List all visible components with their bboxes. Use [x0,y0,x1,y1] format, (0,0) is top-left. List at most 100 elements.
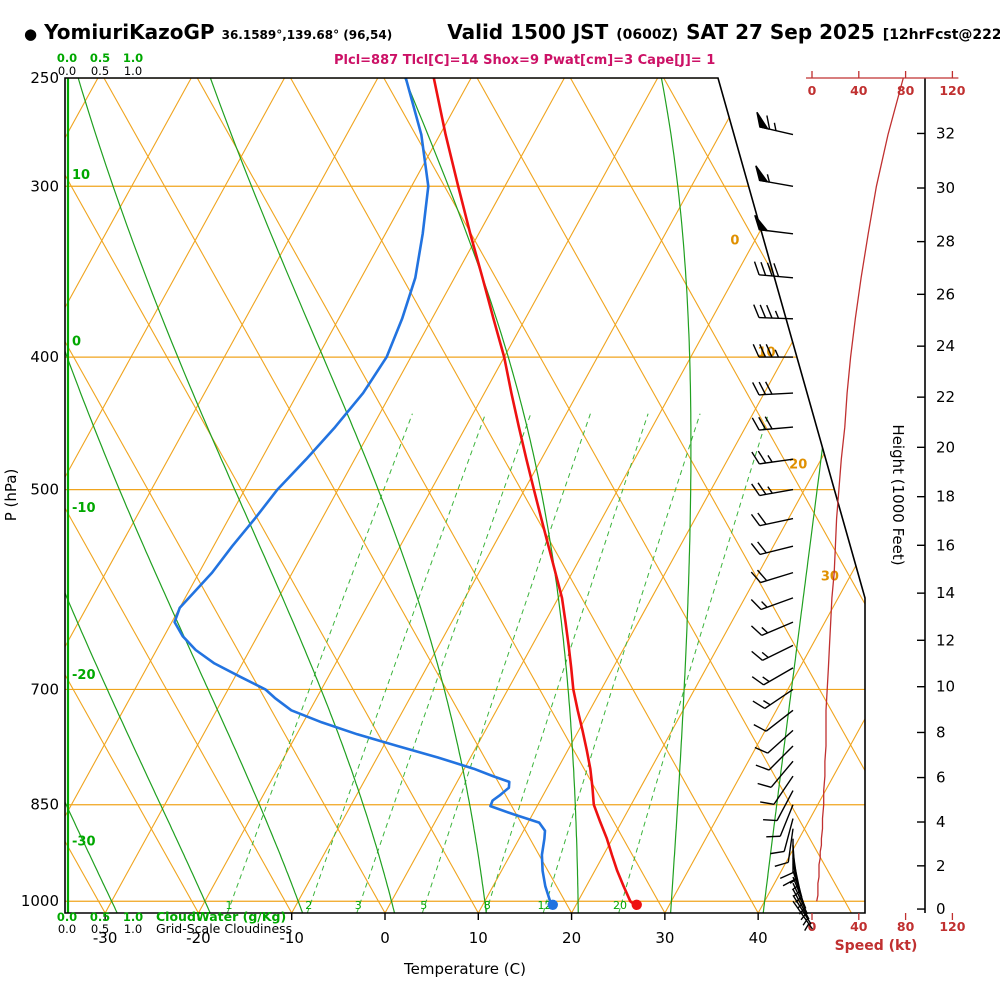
svg-text:12: 12 [537,899,551,912]
svg-text:16: 16 [936,536,955,554]
svg-text:18: 18 [936,488,955,506]
speed-axis-bottom: 0 40 80 120 Speed (kt) [808,913,966,954]
svg-text:0: 0 [808,919,817,934]
svg-text:8: 8 [484,899,491,912]
svg-text:10: 10 [936,678,955,696]
svg-text:20: 20 [562,929,581,947]
dewpoint-trace [173,78,554,907]
svg-text:400: 400 [30,348,59,366]
svg-text:850: 850 [30,796,59,814]
svg-text:2: 2 [936,857,946,875]
temperature-axis: -30 -20 -10 0 10 20 30 40 Temperature (C) [93,913,768,978]
surface-temperature-dot [631,899,642,910]
svg-text:CloudWater (g/Kg): CloudWater (g/Kg) [156,909,286,924]
svg-text:1000: 1000 [21,892,59,910]
mixing-ratio-labels: 1 2 3 5 8 12 20 [225,899,627,912]
svg-text:P (hPa): P (hPa) [2,469,20,522]
svg-text:6: 6 [936,769,946,787]
speed-curve [816,77,904,902]
plot-frame [64,77,866,914]
svg-text:30: 30 [936,179,955,197]
svg-text:0: 0 [936,900,946,918]
indices-line: Plcl=887 Tlcl[C]=14 Shox=9 Pwat[cm]=3 Ca… [334,53,716,68]
plot-area: 1 2 3 5 8 12 20 [65,78,865,913]
svg-text:14: 14 [936,584,955,602]
svg-text:26: 26 [936,285,955,303]
speed-axis-top: 0 40 80 120 [806,71,966,98]
pressure-axis-title: P (hPa) [2,469,20,522]
svg-text:1.0: 1.0 [123,51,143,65]
moist-adiabat-lines [65,78,865,913]
svg-text:32: 32 [936,124,955,142]
svg-text:20: 20 [789,458,807,473]
svg-text:0.5: 0.5 [90,51,110,65]
svg-text:0.0: 0.0 [57,910,77,924]
svg-text:Grid-Scale Cloudiness: Grid-Scale Cloudiness [156,921,292,936]
valid-time-z: (0600Z) [616,27,679,43]
svg-text:1: 1 [225,899,232,912]
svg-text:0.5: 0.5 [91,64,109,78]
svg-text:0.5: 0.5 [91,922,109,936]
svg-text:40: 40 [850,919,868,934]
svg-text:500: 500 [30,481,59,499]
svg-text:30: 30 [821,570,839,585]
dry-adiabat-grid [65,78,865,913]
svg-text:8: 8 [936,723,946,741]
valid-time: Valid 1500 JST [447,20,609,44]
mixing-ratio-lines [226,413,769,913]
svg-text:0.0: 0.0 [57,51,77,65]
svg-text:80: 80 [897,919,915,934]
valid-date: SAT 27 Sep 2025 [686,20,875,44]
svg-text:4: 4 [936,813,946,831]
svg-text:-10: -10 [279,929,304,947]
svg-text:1.0: 1.0 [123,910,143,924]
svg-text:Height (1000 Feet): Height (1000 Feet) [889,424,907,565]
pressure-gridlines [65,78,865,902]
svg-text:Speed (kt): Speed (kt) [835,938,918,954]
svg-text:10: 10 [469,929,488,947]
svg-text:40: 40 [749,929,768,947]
svg-text:5: 5 [420,899,427,912]
svg-text:700: 700 [30,680,59,698]
svg-text:0: 0 [72,335,81,350]
forecast-tag: [12hrFcst@2227z] [882,27,1000,43]
svg-text:22: 22 [936,388,955,406]
station-coords: 36.1589°,139.68° (96,54) [221,28,393,42]
svg-text:250: 250 [30,69,59,87]
svg-text:3: 3 [355,899,362,912]
isotherm-diagonal-labels: 0 10 20 30 [730,234,839,585]
svg-text:120: 120 [939,919,965,934]
header: ● YomiuriKazoGP 36.1589°,139.68° (96,54)… [24,20,1000,44]
svg-text:24: 24 [936,337,955,355]
svg-text:1.0: 1.0 [124,64,142,78]
svg-text:12: 12 [936,631,955,649]
svg-text:0.0: 0.0 [58,64,76,78]
svg-text:-20: -20 [72,668,96,683]
station-name: YomiuriKazoGP [44,20,215,44]
svg-text:0: 0 [730,234,739,249]
dry-adiabat-left-labels: 10 0 -10 -20 -30 [72,168,96,849]
svg-text:20: 20 [613,899,627,912]
svg-text:0.5: 0.5 [90,910,110,924]
svg-text:120: 120 [939,83,965,98]
svg-text:-30: -30 [93,929,118,947]
isotherm-grid [65,78,865,913]
wind-barbs [750,111,814,931]
svg-text:28: 28 [936,233,955,251]
cloud-scales: 0.0 0.5 1.0 0.0 0.5 1.0 0.0 0.5 1.0 CloudWater (g… [57,51,292,936]
temperature-trace [432,78,637,908]
svg-text:0: 0 [380,929,390,947]
svg-text:2: 2 [305,899,312,912]
svg-text:10: 10 [757,346,775,361]
svg-text:0: 0 [808,83,817,98]
svg-text:-10: -10 [72,501,96,516]
svg-text:1.0: 1.0 [124,922,142,936]
svg-text:40: 40 [850,83,868,98]
station-bullet-icon: ● [24,25,38,43]
svg-text:30: 30 [655,929,674,947]
svg-text:-20: -20 [186,929,211,947]
pressure-axis-labels: 250 300 400 500 700 850 1000 [21,69,59,910]
svg-text:Temperature (C): Temperature (C) [403,960,526,978]
